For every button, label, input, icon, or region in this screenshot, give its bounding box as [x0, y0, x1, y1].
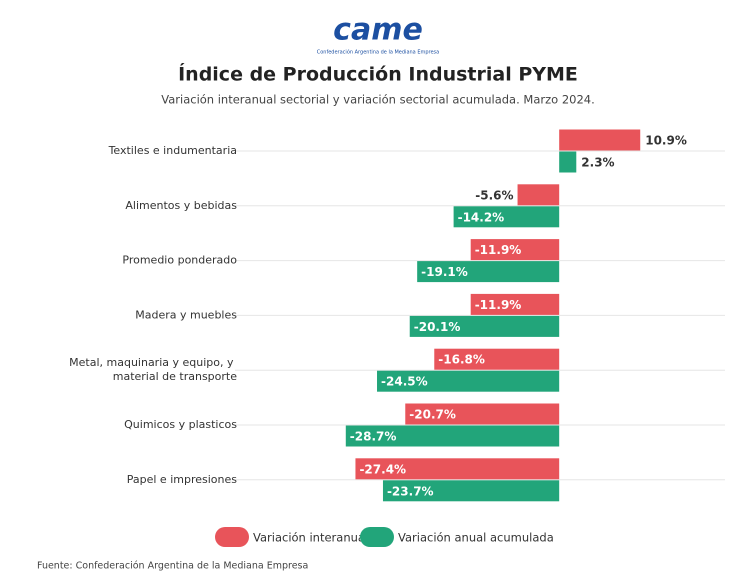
- category-label: Madera y muebles: [135, 308, 237, 321]
- value-label: -27.4%: [359, 462, 406, 476]
- category-label: Textiles e indumentaria: [108, 144, 237, 157]
- value-label: -20.7%: [409, 408, 456, 422]
- legend-swatch: [360, 527, 394, 547]
- value-label: -11.9%: [475, 298, 522, 312]
- category-label: Promedio ponderado: [122, 254, 237, 267]
- bar: [355, 458, 560, 480]
- logo: came: [333, 13, 423, 48]
- bar: [470, 293, 560, 315]
- bar: [377, 370, 560, 392]
- value-label: 10.9%: [645, 134, 687, 148]
- category-label: Alimentos y bebidas: [125, 199, 237, 212]
- value-label: -28.7%: [350, 430, 397, 444]
- legend-swatch: [215, 527, 249, 547]
- category-label: Quimicos y plasticos: [124, 418, 237, 431]
- value-label: 2.3%: [581, 156, 614, 170]
- value-label: -20.1%: [414, 320, 461, 334]
- value-label: -23.7%: [387, 484, 434, 498]
- value-label: -19.1%: [421, 265, 468, 279]
- logo-caption: Confederación Argentina de la Mediana Em…: [317, 49, 439, 56]
- value-label: -5.6%: [475, 188, 513, 202]
- category-label: Papel e impresiones: [127, 473, 238, 486]
- bar: [517, 184, 560, 206]
- bar: [417, 261, 560, 283]
- bar: [434, 348, 560, 370]
- chart-subtitle: Variación interanual sectorial y variaci…: [161, 93, 595, 107]
- chart-title: Índice de Producción Industrial PYME: [178, 63, 578, 86]
- bar: [382, 480, 560, 502]
- bar: [409, 315, 560, 337]
- bar: [470, 239, 560, 261]
- bar: [559, 129, 641, 151]
- bar: [453, 206, 560, 228]
- legend-label: Variación anual acumulada: [398, 531, 554, 545]
- bar: [405, 403, 560, 425]
- category-label: Metal, maquinaria y equipo, y material d…: [69, 356, 237, 383]
- value-label: -24.5%: [381, 375, 428, 389]
- legend-label: Variación interanual: [253, 531, 368, 545]
- value-label: -11.9%: [475, 243, 522, 257]
- bar: [559, 151, 577, 173]
- source: Fuente: Confederación Argentina de la Me…: [37, 561, 308, 572]
- bar: [345, 425, 560, 447]
- value-label: -16.8%: [438, 353, 485, 367]
- value-label: -14.2%: [458, 210, 505, 224]
